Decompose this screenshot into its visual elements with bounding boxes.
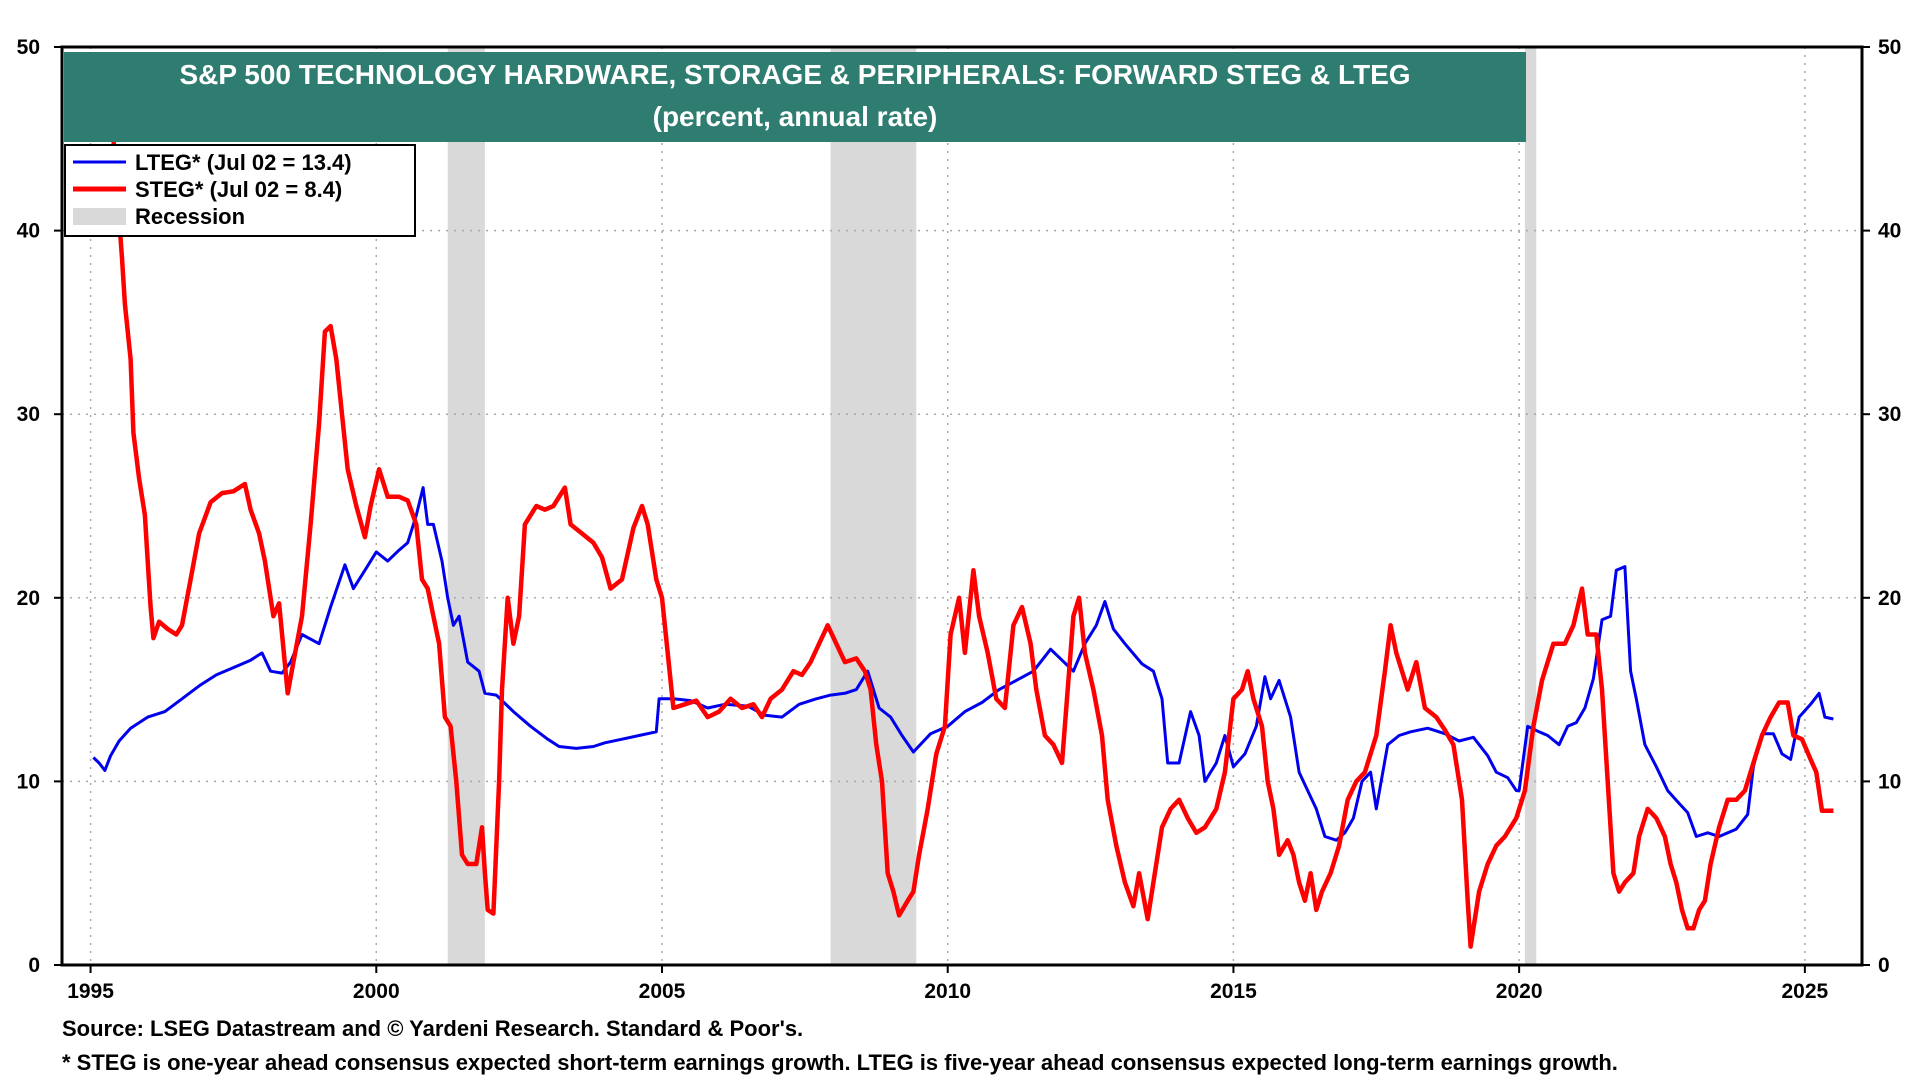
x-tick-label: 2005	[639, 980, 686, 1003]
series-line-lteg	[92, 486, 1834, 842]
y-tick-label-right: 10	[1878, 770, 1901, 793]
y-tick-label-right: 0	[1878, 954, 1890, 977]
y-tick-label-left: 40	[17, 220, 40, 243]
series-lines	[92, 138, 1834, 949]
x-tick-label: 2010	[924, 980, 971, 1003]
plot-frame	[60, 45, 1864, 967]
chart-subtitle: (percent, annual rate)	[653, 101, 938, 132]
legend-label-steg: STEG* (Jul 02 = 8.4)	[135, 177, 342, 202]
recession-band-1	[830, 47, 917, 965]
legend-label-recession: Recession	[135, 204, 245, 229]
y-tick-label-left: 10	[17, 770, 40, 793]
y-tick-label-left: 50	[17, 36, 40, 59]
x-tick-label: 2020	[1496, 980, 1543, 1003]
title-box: S&P 500 TECHNOLOGY HARDWARE, STORAGE & P…	[64, 52, 1526, 142]
series-line-steg	[111, 138, 1834, 949]
y-tick-label-left: 0	[28, 954, 40, 977]
footnote: * STEG is one-year ahead consensus expec…	[62, 1050, 1618, 1075]
x-tick-label: 2025	[1781, 980, 1828, 1003]
y-tick-label-right: 40	[1878, 220, 1901, 243]
legend-label-lteg: LTEG* (Jul 02 = 13.4)	[135, 150, 352, 175]
recession-band-2	[1524, 47, 1537, 965]
y-tick-label-left: 30	[17, 403, 40, 426]
x-tick-label: 2000	[353, 980, 400, 1003]
y-tick-label-right: 20	[1878, 587, 1901, 610]
title-background	[64, 52, 1526, 142]
source-note: Source: LSEG Datastream and © Yardeni Re…	[62, 1016, 804, 1041]
y-tick-label-right: 30	[1878, 403, 1901, 426]
legend-swatch-recession	[73, 208, 126, 225]
x-tick-label: 1995	[67, 980, 114, 1003]
x-tick-label: 2015	[1210, 980, 1257, 1003]
chart-title: S&P 500 TECHNOLOGY HARDWARE, STORAGE & P…	[179, 59, 1410, 90]
recession-band-0	[447, 47, 485, 965]
recession-bands	[447, 47, 1537, 965]
y-tick-label-left: 20	[17, 587, 40, 610]
y-tick-label-right: 50	[1878, 36, 1901, 59]
legend: LTEG* (Jul 02 = 13.4) STEG* (Jul 02 = 8.…	[64, 144, 416, 237]
